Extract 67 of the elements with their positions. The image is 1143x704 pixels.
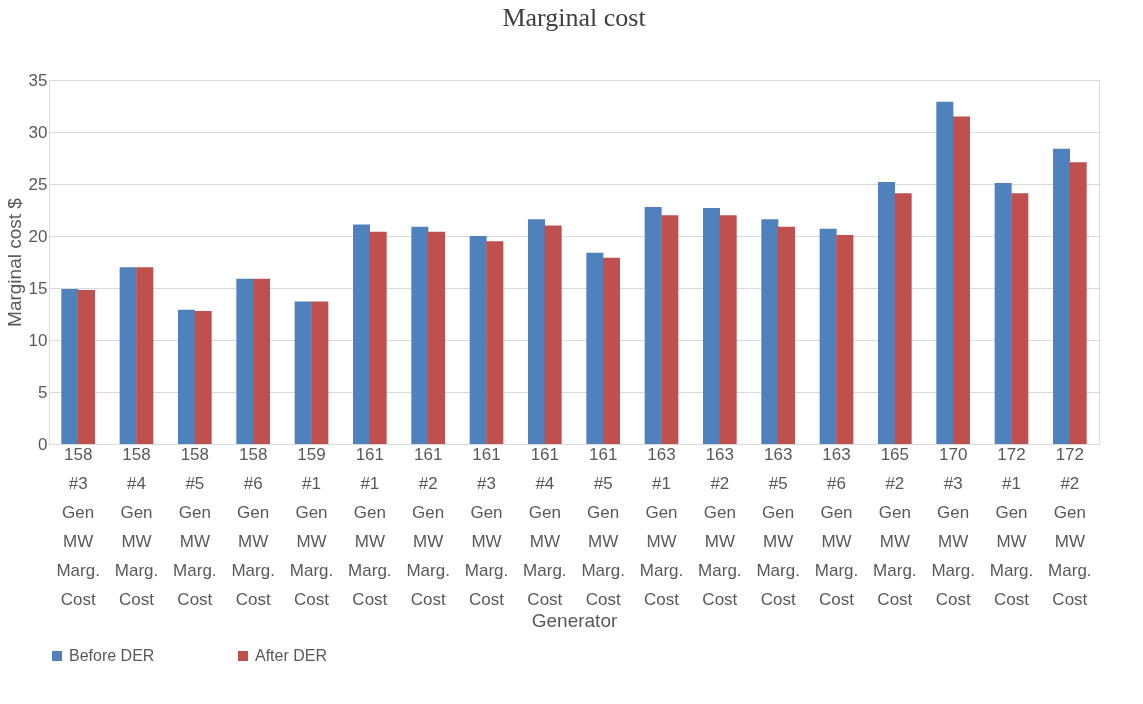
bar — [178, 309, 195, 444]
x-tick-label: 165 #2 Gen MW Marg. Cost — [873, 444, 917, 609]
bar — [603, 257, 620, 444]
bar — [1011, 193, 1029, 444]
bar — [586, 252, 604, 444]
bar — [878, 181, 895, 444]
bar — [719, 215, 737, 444]
x-tick-label: 161 #1 Gen MW Marg. Cost — [348, 444, 392, 609]
x-tick-label: 163 #6 Gen MW Marg. Cost — [814, 444, 859, 609]
x-tick-label: 172 #1 Gen MW Marg. Cost — [989, 444, 1034, 609]
x-tick-label: 172 #2 Gen MW Marg. Cost — [1048, 444, 1092, 609]
bar — [136, 267, 154, 444]
y-tick-label: 25 — [28, 174, 48, 194]
x-tick-label: 163 #1 Gen MW Marg. Cost — [639, 444, 684, 609]
bar — [544, 225, 562, 444]
bar — [428, 231, 445, 444]
bar — [703, 207, 720, 444]
y-tick-label: 15 — [28, 278, 48, 298]
bar — [369, 231, 387, 444]
chart-title: Marginal cost — [502, 3, 647, 32]
bar — [1069, 162, 1087, 444]
legend-label: Before DER — [69, 647, 155, 664]
x-axis-title: Generator — [531, 609, 618, 631]
y-tick-label: 35 — [28, 70, 48, 90]
bar — [78, 290, 95, 444]
bar — [644, 206, 662, 444]
bar — [411, 226, 429, 444]
x-tick-label: 159 #1 Gen MW Marg. Cost — [289, 444, 334, 609]
y-tick-label: 10 — [28, 330, 48, 350]
bar — [936, 101, 954, 444]
bar — [469, 236, 487, 444]
bar — [761, 219, 779, 444]
x-tick-label: 170 #3 Gen MW Marg. Cost — [931, 444, 975, 609]
y-tick-label: 30 — [28, 122, 48, 142]
y-tick-label: 20 — [28, 226, 48, 246]
legend-label: After DER — [255, 647, 328, 664]
bar — [311, 301, 329, 444]
bar — [353, 224, 370, 444]
y-axis-title: Marginal cost $ — [3, 197, 25, 327]
bar — [61, 289, 79, 444]
x-tick-label: 161 #3 Gen MW Marg. Cost — [464, 444, 509, 609]
bar — [894, 193, 912, 444]
x-tick-label: 161 #5 Gen MW Marg. Cost — [581, 444, 625, 609]
bar — [236, 278, 254, 444]
bar — [119, 267, 137, 444]
x-tick-label: 163 #5 Gen MW Marg. Cost — [756, 444, 800, 609]
bar — [1053, 148, 1070, 444]
x-tick-label: 161 #4 Gen MW Marg. Cost — [523, 444, 567, 609]
x-tick-label: 161 #2 Gen MW Marg. Cost — [406, 444, 450, 609]
bar — [953, 116, 970, 444]
bar — [528, 219, 545, 444]
bar — [819, 228, 837, 444]
bar — [486, 241, 504, 444]
y-tick-label: 0 — [38, 434, 48, 454]
bar — [994, 182, 1012, 444]
bar — [194, 310, 212, 444]
bar — [294, 301, 312, 444]
x-tick-label: 158 #4 Gen MW Marg. Cost — [114, 444, 159, 609]
x-tick-label: 158 #3 Gen MW Marg. Cost — [56, 444, 100, 609]
bar — [661, 215, 679, 444]
y-tick-label: 5 — [38, 382, 48, 402]
bar — [253, 278, 270, 444]
x-tick-label: 158 #5 Gen MW Marg. Cost — [173, 444, 217, 609]
x-tick-label: 163 #2 Gen MW Marg. Cost — [698, 444, 742, 609]
x-tick-label: 158 #6 Gen MW Marg. Cost — [231, 444, 275, 609]
bar — [778, 226, 795, 444]
bar — [836, 234, 854, 444]
